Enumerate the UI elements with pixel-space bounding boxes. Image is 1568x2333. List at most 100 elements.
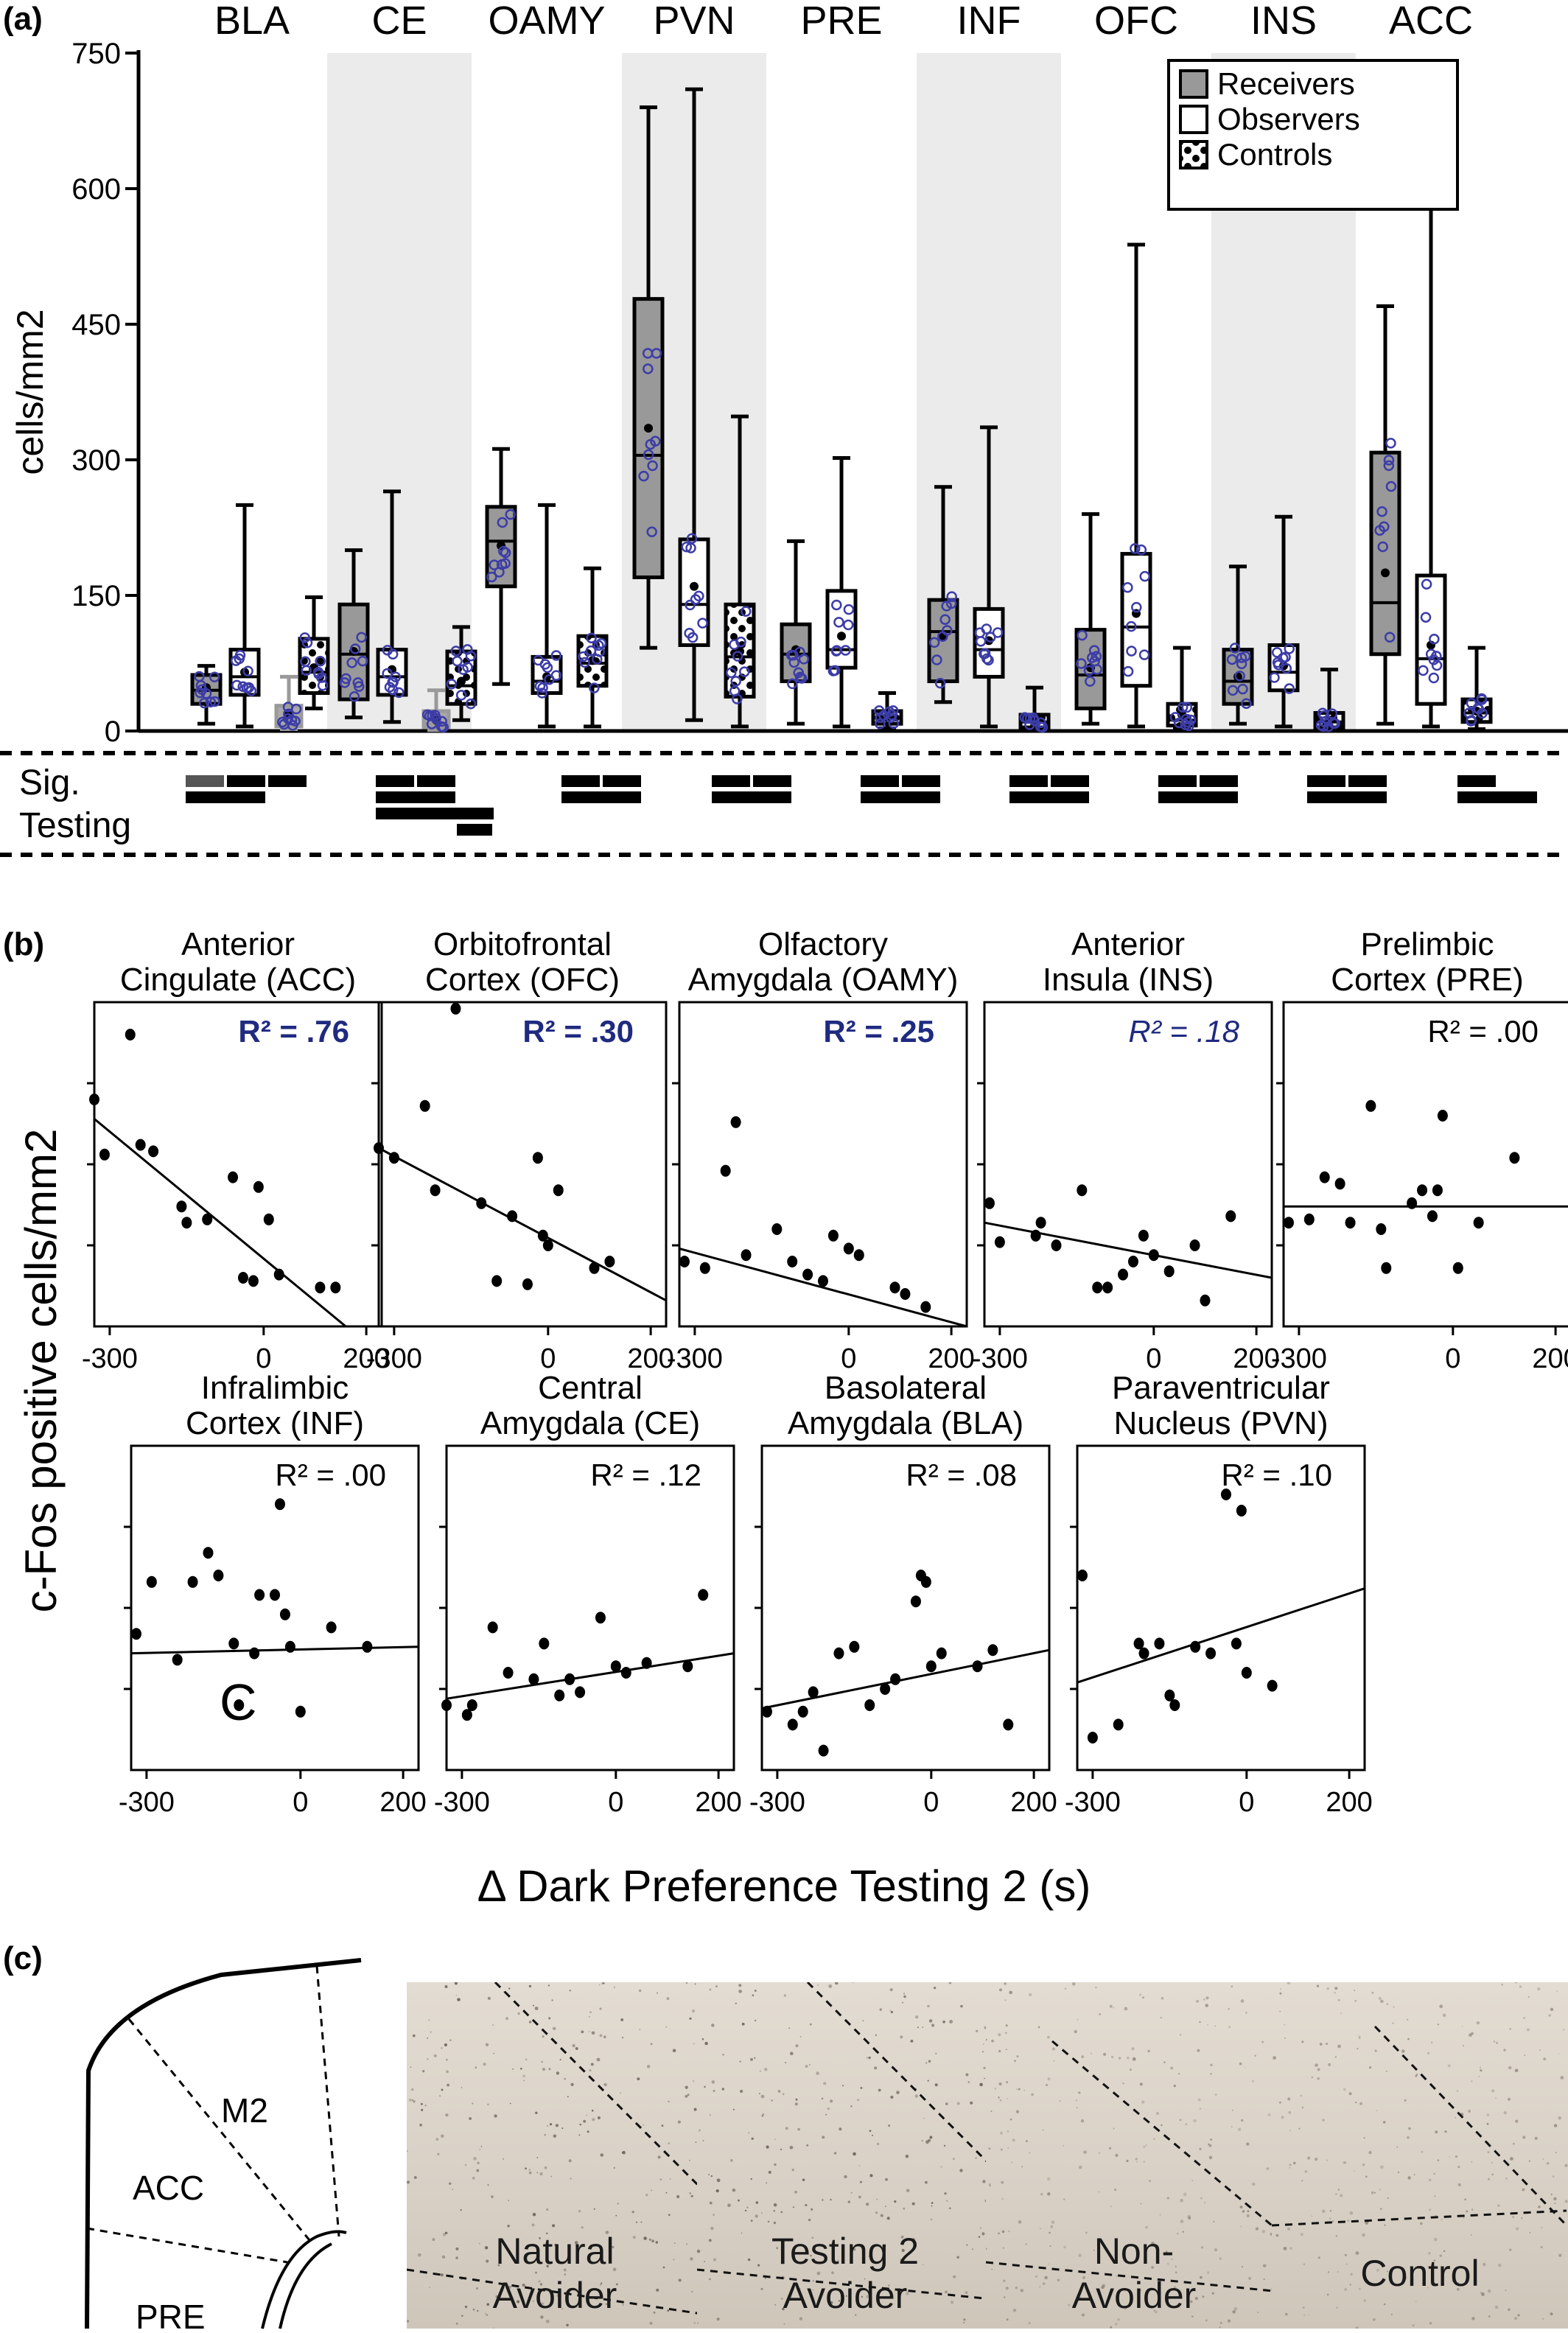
cell-speckle: [716, 2318, 720, 2321]
cell-speckle: [1326, 1987, 1330, 1990]
cell-speckle: [1072, 1982, 1076, 1986]
cell-speckle: [1334, 2056, 1337, 2058]
data-point: [384, 682, 396, 693]
cell-speckle: [710, 2226, 714, 2231]
scatter-point: [1118, 1268, 1129, 1281]
cell-speckle: [1285, 2312, 1288, 2316]
cell-speckle: [532, 2300, 534, 2302]
cell-speckle: [1491, 2173, 1494, 2176]
cell-speckle: [805, 2204, 808, 2206]
scatter-point: [1225, 1210, 1236, 1223]
cell-speckle: [1197, 2049, 1200, 2052]
cell-speckle: [1004, 1999, 1007, 2001]
scatter-point: [1231, 1637, 1242, 1650]
cell-speckle: [1180, 2198, 1183, 2203]
cell-speckle: [1288, 2110, 1292, 2114]
cell-speckle: [479, 2149, 481, 2150]
cell-speckle: [1337, 2271, 1339, 2273]
cell-speckle: [1007, 2130, 1009, 2133]
cell-speckle: [487, 2103, 489, 2106]
data-point: [1135, 544, 1147, 556]
cell-speckle: [1553, 2124, 1558, 2127]
scatter-point: [1427, 1210, 1438, 1223]
cell-speckle: [1131, 2047, 1135, 2051]
scatter-point: [920, 1301, 931, 1313]
sig-bar: [227, 775, 265, 787]
cell-speckle: [744, 2209, 747, 2212]
cell-speckle: [615, 2283, 618, 2286]
data-point: [942, 625, 953, 636]
cell-speckle: [1376, 2110, 1378, 2111]
cell-speckle: [792, 2206, 794, 2208]
cell-speckle: [1543, 2057, 1547, 2061]
cell-speckle: [1049, 2231, 1051, 2234]
cell-speckle: [1448, 2155, 1450, 2158]
cell-speckle: [1382, 2121, 1386, 2124]
cell-speckle: [1471, 2161, 1473, 2163]
cell-speckle: [1085, 2231, 1088, 2234]
cell-speckle: [838, 2300, 841, 2302]
cell-speckle: [569, 1990, 572, 1992]
cell-speckle: [546, 2264, 549, 2267]
cell-speckle: [738, 1984, 742, 1987]
cell-speckle: [689, 2192, 691, 2194]
cell-speckle: [1437, 2159, 1440, 2161]
mean-marker: [644, 424, 653, 433]
cell-speckle: [1441, 2219, 1443, 2221]
cell-speckle: [1512, 2216, 1515, 2218]
cell-speckle: [983, 2043, 984, 2045]
cell-speckle: [1219, 2321, 1222, 2324]
data-point: [534, 680, 546, 692]
data-point: [1126, 620, 1137, 632]
cell-speckle: [477, 2161, 480, 2164]
subplot-title: Amygdala (BLA): [788, 1405, 1023, 1441]
cell-speckle: [449, 2182, 452, 2185]
cell-speckle: [1180, 2034, 1182, 2036]
cell-speckle: [1311, 2215, 1313, 2217]
legend-label: Receivers: [1217, 66, 1355, 101]
cell-speckle: [1219, 2326, 1221, 2329]
scatter-point: [326, 1621, 337, 1634]
data-point: [486, 571, 497, 583]
box-body: [678, 537, 710, 647]
data-point: [505, 508, 516, 520]
cell-speckle: [855, 2314, 857, 2316]
cell-speckle: [833, 2152, 837, 2155]
scatter-point: [1138, 1647, 1149, 1659]
cell-speckle: [1335, 2193, 1337, 2195]
sig-bar: [561, 791, 641, 803]
sig-bar: [902, 775, 940, 787]
cell-speckle: [572, 2044, 575, 2048]
data-point: [1385, 438, 1396, 449]
cell-speckle: [791, 2288, 793, 2290]
sig-bar: [376, 791, 455, 803]
cell-speckle: [1555, 2152, 1557, 2153]
cell-speckle: [1113, 2127, 1115, 2130]
cell-speckle: [931, 2205, 933, 2207]
cell-speckle: [1344, 2287, 1348, 2291]
cell-speckle: [1478, 2075, 1480, 2077]
cell-speckle: [592, 2118, 595, 2122]
cell-speckle: [613, 2167, 615, 2169]
cell-speckle: [799, 2288, 801, 2290]
data-point: [1088, 645, 1100, 656]
cell-speckle: [1496, 2041, 1499, 2044]
cell-speckle: [1368, 2066, 1372, 2069]
box-plot: [1369, 304, 1401, 726]
data-point: [638, 470, 649, 482]
scatter-point: [575, 1686, 586, 1699]
cell-speckle: [1457, 2183, 1461, 2186]
cell-speckle: [651, 2189, 653, 2192]
data-point: [787, 678, 798, 690]
cell-speckle: [435, 2138, 439, 2141]
data-point: [1383, 460, 1395, 472]
cell-speckle: [981, 2232, 985, 2236]
data-point: [301, 665, 312, 676]
cell-speckle: [547, 2125, 548, 2127]
cell-speckle: [1144, 2248, 1148, 2251]
cell-speckle: [1173, 2085, 1176, 2088]
cell-speckle: [1558, 2116, 1561, 2120]
cell-speckle: [1153, 2138, 1155, 2140]
scatter-point: [771, 1223, 783, 1235]
